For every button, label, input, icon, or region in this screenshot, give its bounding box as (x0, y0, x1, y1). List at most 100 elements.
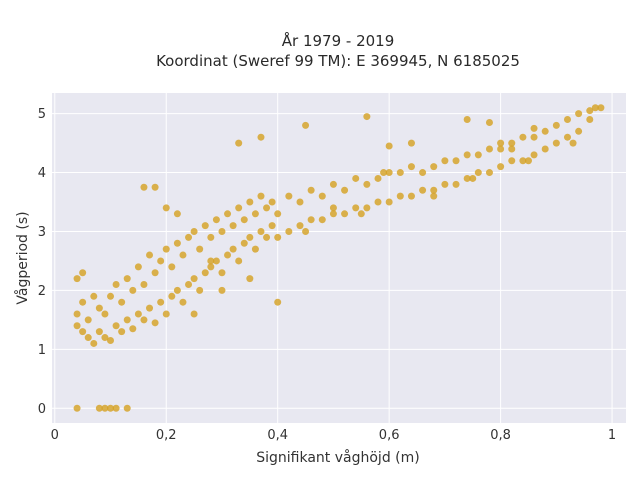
data-point (95, 404, 103, 412)
data-point (274, 233, 282, 241)
data-point (257, 227, 265, 235)
data-point (173, 286, 181, 294)
data-point (385, 169, 393, 177)
data-point (112, 404, 120, 412)
data-point (363, 204, 371, 212)
data-point (285, 227, 293, 235)
x-tick-label: 0,6 (379, 428, 400, 443)
data-point (190, 275, 198, 283)
data-point (212, 216, 220, 224)
y-tick-label: 4 (38, 166, 46, 181)
data-point (173, 210, 181, 218)
data-point (508, 145, 516, 153)
chart-title-line-1: År 1979 - 2019 (282, 31, 395, 50)
data-point (441, 157, 449, 165)
data-point (329, 210, 337, 218)
data-point (95, 328, 103, 336)
data-point (407, 163, 415, 171)
data-point (246, 233, 254, 241)
data-point (586, 116, 594, 124)
data-point (146, 304, 154, 312)
data-point (307, 186, 315, 194)
data-point (162, 245, 170, 253)
data-point (185, 233, 193, 241)
data-point (285, 192, 293, 200)
data-points (73, 104, 605, 412)
data-point (552, 121, 560, 129)
data-point (73, 310, 81, 318)
data-point (469, 174, 477, 182)
data-point (107, 337, 115, 344)
data-point (107, 404, 115, 412)
data-point (385, 142, 393, 150)
data-point (134, 263, 142, 271)
y-tick-label: 0 (38, 402, 46, 417)
data-point (463, 174, 471, 182)
data-point (563, 133, 571, 141)
data-point (118, 328, 126, 336)
data-point (419, 169, 427, 177)
data-point (168, 263, 176, 271)
data-point (575, 127, 583, 135)
data-point (251, 245, 259, 253)
data-point (296, 222, 304, 230)
x-tick-label: 1 (608, 428, 616, 443)
data-point (95, 304, 103, 312)
data-point (497, 163, 505, 171)
data-point (73, 404, 81, 412)
data-point (318, 192, 326, 200)
tick-labels: 0 0,2 0,4 0,6 0,8 1 0 1 2 3 4 5 (38, 107, 616, 443)
data-point (224, 251, 232, 259)
data-point (162, 204, 170, 212)
y-tick-label: 3 (38, 225, 46, 240)
data-point (246, 198, 254, 206)
data-point (485, 169, 493, 177)
data-point (84, 334, 92, 342)
data-point (430, 163, 438, 171)
data-point (151, 319, 159, 327)
data-point (140, 316, 148, 324)
data-point (218, 269, 226, 277)
data-point (207, 233, 215, 241)
data-point (296, 198, 304, 206)
data-point (586, 107, 594, 115)
data-point (73, 322, 81, 330)
data-point (352, 204, 360, 212)
data-point (218, 286, 226, 294)
data-point (196, 245, 204, 253)
x-axis-label: Signifikant våghöjd (m) (256, 449, 419, 466)
data-point (263, 233, 271, 241)
data-point (318, 216, 326, 224)
data-point (519, 133, 527, 141)
data-point (363, 180, 371, 188)
x-tick-label: 0,8 (490, 428, 511, 443)
data-point (357, 210, 365, 218)
data-point (530, 133, 538, 141)
data-point (90, 292, 98, 300)
data-point (162, 310, 170, 318)
data-point (396, 192, 404, 200)
data-point (485, 145, 493, 153)
data-point (235, 257, 243, 265)
data-point (190, 227, 198, 235)
data-point (140, 183, 148, 191)
data-point (463, 151, 471, 159)
data-point (530, 151, 538, 159)
data-point (146, 251, 154, 259)
data-point (341, 186, 349, 194)
data-point (123, 275, 131, 283)
data-point (352, 174, 360, 182)
data-point (218, 227, 226, 235)
data-point (274, 210, 282, 218)
data-point (563, 116, 571, 124)
data-point (524, 157, 532, 165)
data-point (329, 180, 337, 188)
data-point (79, 328, 87, 336)
data-point (157, 257, 165, 265)
grid (52, 93, 626, 423)
data-point (302, 227, 310, 235)
data-point (430, 186, 438, 194)
data-point (107, 292, 115, 300)
data-point (463, 116, 471, 124)
data-point (307, 216, 315, 224)
